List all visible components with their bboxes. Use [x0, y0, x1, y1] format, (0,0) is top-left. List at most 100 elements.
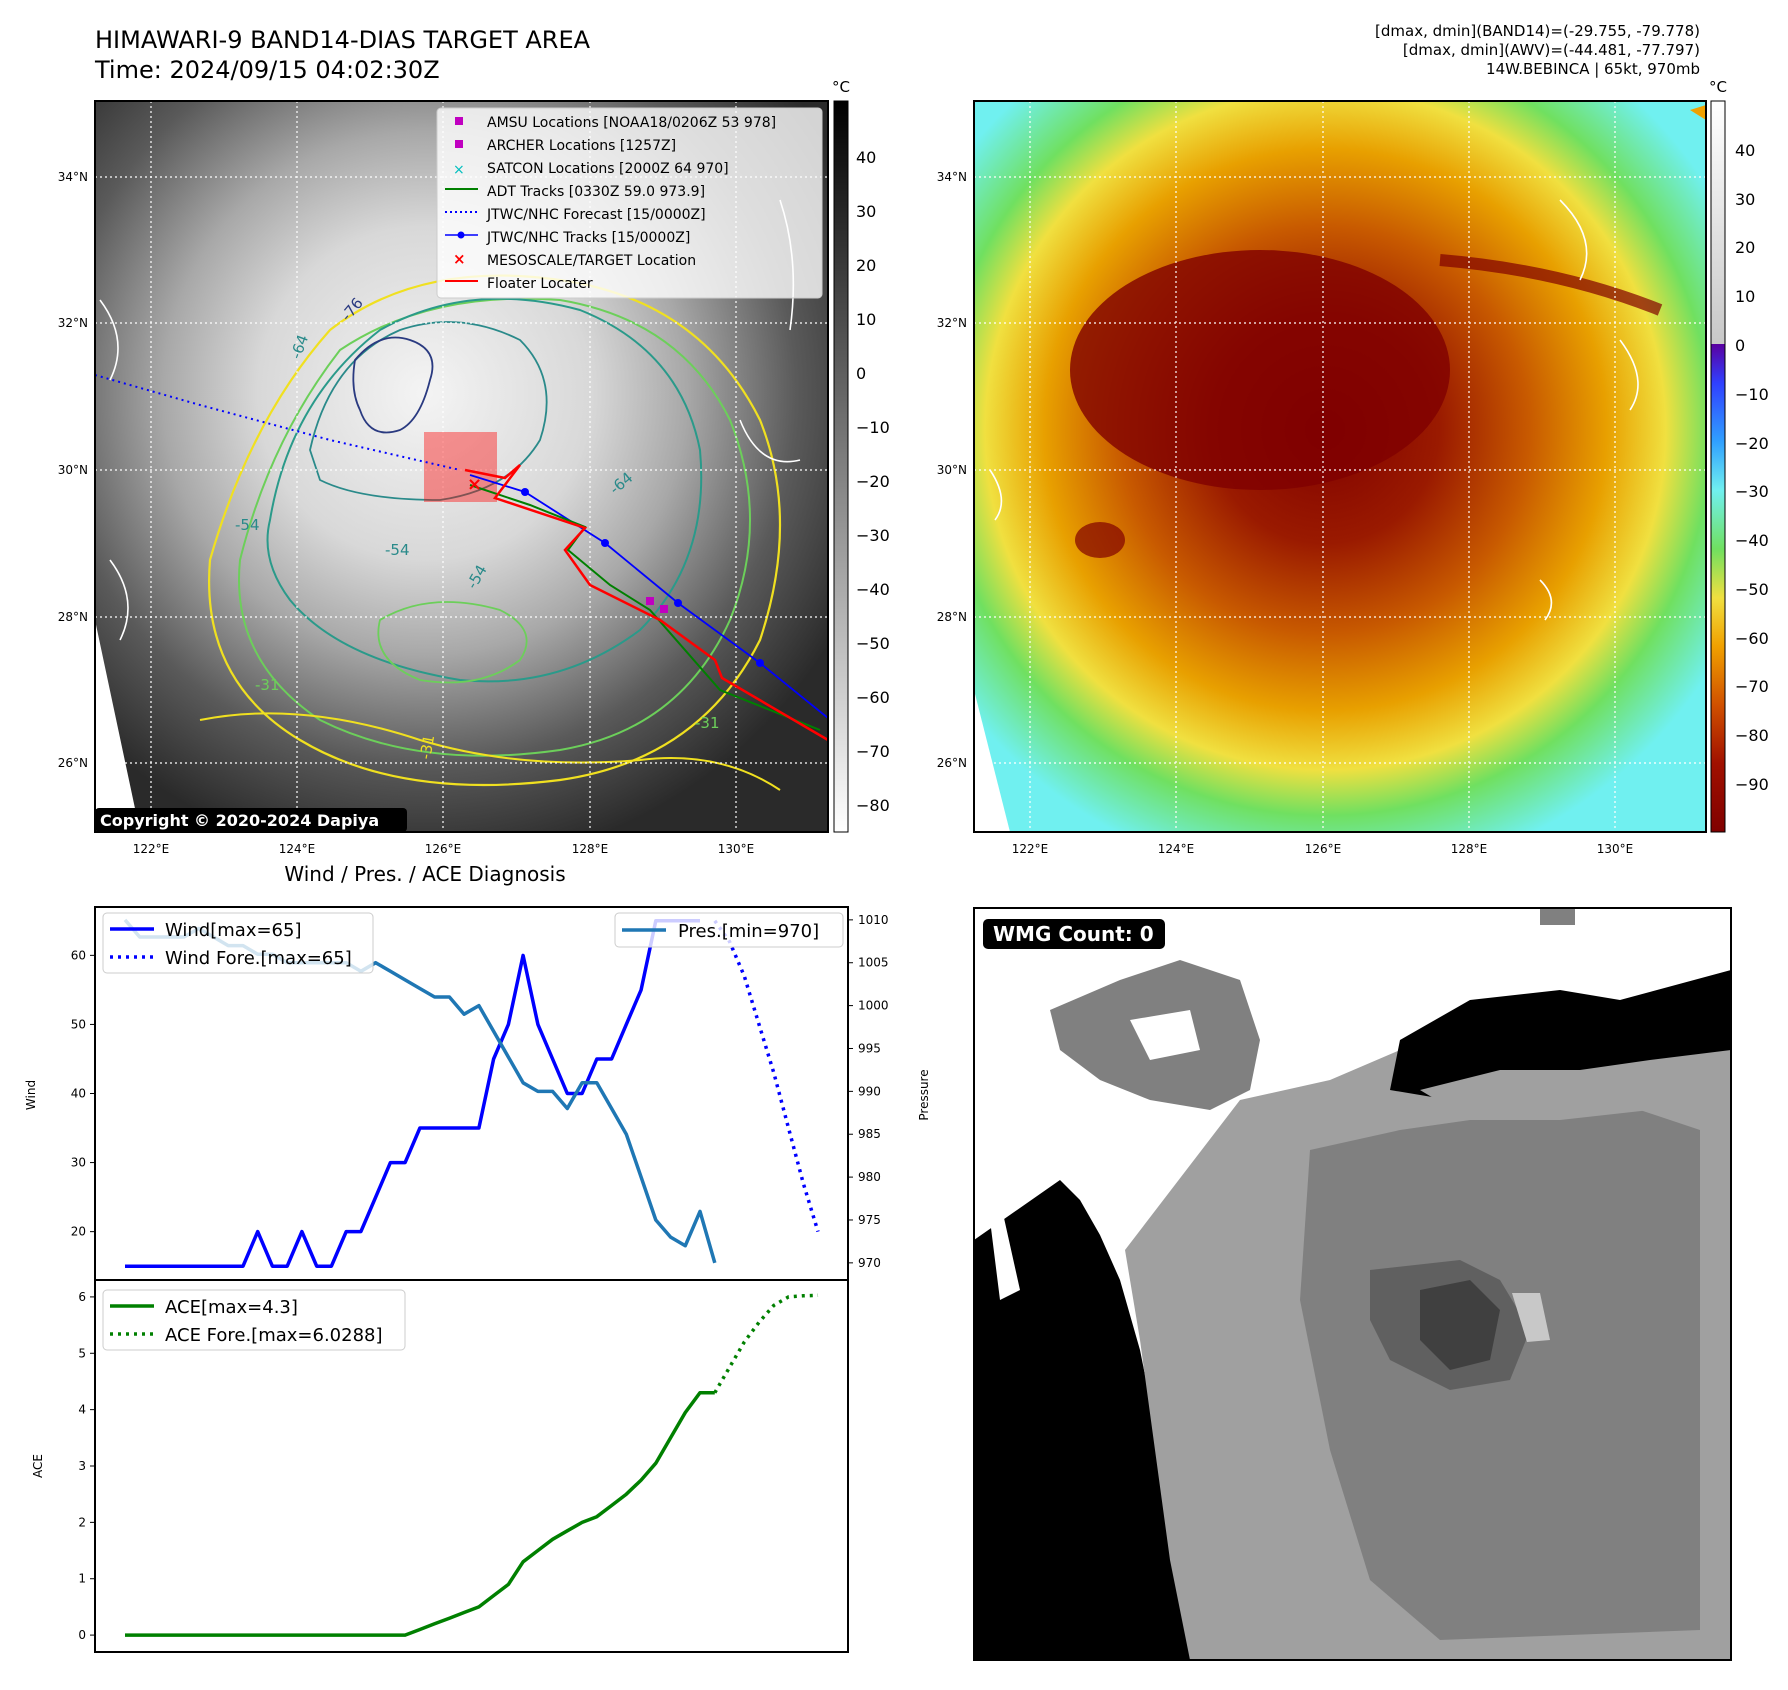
y-tick-label: 1005 — [858, 956, 889, 970]
svg-text:32°N: 32°N — [937, 316, 967, 330]
wv-colorbar: °C 40 30 20 10 0 −10 −20 −30 −40 −50 −60 −70 −… — [1709, 78, 1769, 833]
legend-archer: ARCHER Locations [1257Z] — [487, 138, 676, 154]
svg-text:30°N: 30°N — [58, 463, 88, 477]
svg-text:26°N: 26°N — [58, 756, 88, 770]
svg-text:−60: −60 — [856, 688, 890, 707]
ace-forecast-line — [713, 1293, 819, 1394]
svg-text:20: 20 — [1735, 238, 1755, 257]
svg-text:-54: -54 — [235, 516, 260, 534]
satcon-legend-icon: × — [453, 162, 465, 178]
svg-text:−50: −50 — [1735, 580, 1769, 599]
copyright-badge — [95, 808, 407, 832]
y-tick-label: 985 — [858, 1127, 881, 1141]
legend-satcon: SATCON Locations [2000Z 64 970] — [487, 161, 729, 177]
stats-awv: [dmax, dmin](AWV)=(-44.481, -77.797) — [1402, 41, 1700, 59]
y-tick-label: 4 — [78, 1403, 86, 1417]
wind-legend: Wind[max=65] Wind Fore.[max=65] — [102, 912, 374, 974]
svg-text:−50: −50 — [856, 634, 890, 653]
forecast-track — [95, 374, 461, 471]
pressure-legend: Pres.[min=970] — [614, 912, 844, 948]
y-tick-label: 990 — [858, 1084, 881, 1098]
floater-track — [464, 464, 828, 742]
svg-text:130°E: 130°E — [718, 842, 755, 856]
legend-jtwc: JTWC/NHC Tracks [15/0000Z] — [486, 230, 690, 246]
svg-text:32°N: 32°N — [58, 316, 88, 330]
wind-legend-text: Wind[max=65] — [165, 920, 302, 941]
svg-text:−60: −60 — [1735, 629, 1769, 648]
pressure-legend-text: Pres.[min=970] — [678, 921, 819, 942]
legend-floater: Floater Locater — [487, 276, 593, 292]
svg-text:−40: −40 — [856, 580, 890, 599]
jtwc-points — [521, 488, 764, 667]
svg-text:26°N: 26°N — [937, 756, 967, 770]
diagnosis-title: Wind / Pres. / ACE Diagnosis — [284, 862, 566, 886]
ace-axis-label: ACE — [31, 1454, 45, 1478]
legend-forecast: JTWC/NHC Forecast [15/0000Z] — [486, 207, 706, 223]
wind-forecast-line — [713, 919, 820, 1233]
svg-text:40: 40 — [856, 148, 876, 167]
wv-lat-labels: 34°N 32°N 30°N 28°N 26°N — [937, 170, 967, 770]
y-tick-label: 995 — [858, 1041, 881, 1055]
svg-text:128°E: 128°E — [572, 842, 609, 856]
target-marker: × — [467, 474, 482, 495]
wmg-badge — [983, 919, 1165, 949]
y-tick-label: 975 — [858, 1213, 881, 1227]
figure-time: Time: 2024/09/15 04:02:30Z — [95, 56, 440, 84]
svg-text:0: 0 — [856, 364, 866, 383]
ir-unit: °C — [832, 78, 850, 96]
svg-text:−20: −20 — [1735, 434, 1769, 453]
y-tick-label: 30 — [71, 1156, 86, 1170]
ir-colorbar-ticks: 40 30 20 10 0 −10 −20 −30 −40 −50 −60 −70 −80 — [856, 148, 890, 815]
wv-map-panel: 34°N32°N 30°N28°N 26°N 122°E 124°E 126°E 1… — [937, 100, 1707, 856]
svg-text:20: 20 — [856, 256, 876, 275]
ace-legend: ACE[max=4.3] ACE Fore.[max=6.0288] — [102, 1289, 406, 1351]
y-tick-label: 20 — [71, 1225, 86, 1239]
svg-text:40: 40 — [1735, 141, 1755, 160]
wv-colorbar-ticks: 40 30 20 10 0 −10 −20 −30 −40 −50 −60 −70 −80 −… — [1735, 141, 1769, 794]
svg-text:130°E: 130°E — [1597, 842, 1634, 856]
wind-line — [125, 919, 700, 1268]
mesoscale-box — [424, 432, 497, 502]
y-tick-label: 1010 — [858, 913, 889, 927]
svg-text:126°E: 126°E — [1305, 842, 1342, 856]
y-tick-label: 6 — [78, 1290, 86, 1304]
svg-text:122°E: 122°E — [133, 842, 170, 856]
ir-lat-labels: 34°N 32°N 30°N 28°N 26°N — [58, 170, 88, 770]
y-tick-label: 5 — [78, 1346, 86, 1360]
svg-text:-31: -31 — [255, 676, 280, 694]
svg-text:−70: −70 — [856, 742, 890, 761]
archer-legend-icon — [455, 140, 463, 148]
legend-adt: ADT Tracks [0330Z 59.0 973.9] — [487, 184, 705, 200]
svg-text:−30: −30 — [856, 526, 890, 545]
y-tick-label: 1000 — [858, 999, 889, 1013]
svg-text:30: 30 — [856, 202, 876, 221]
amsu-legend-icon — [455, 117, 463, 125]
svg-text:−80: −80 — [1735, 726, 1769, 745]
svg-text:126°E: 126°E — [425, 842, 462, 856]
svg-text:-54: -54 — [385, 541, 410, 559]
ace-line — [125, 1390, 715, 1637]
svg-text:128°E: 128°E — [1451, 842, 1488, 856]
stats-storm: 14W.BEBINCA | 65kt, 970mb — [1486, 60, 1700, 78]
svg-text:−40: −40 — [1735, 531, 1769, 550]
wv-gridlines — [974, 101, 1706, 832]
y-tick-label: 0 — [78, 1628, 86, 1642]
y-tick-label: 980 — [858, 1170, 881, 1184]
svg-text:-31: -31 — [695, 714, 720, 732]
svg-text:−20: −20 — [856, 472, 890, 491]
y-tick-label: 1 — [78, 1572, 86, 1586]
y-tick-label: 40 — [71, 1087, 86, 1101]
svg-text:34°N: 34°N — [58, 170, 88, 184]
y-tick-label: 60 — [71, 948, 86, 962]
adt-track — [469, 484, 821, 731]
figure-title: HIMAWARI-9 BAND14-DIAS TARGET AREA — [95, 26, 591, 54]
y-tick-label: 970 — [858, 1256, 881, 1270]
stats-block: [dmax, dmin](BAND14)=(-29.755, -79.778) … — [1375, 22, 1700, 79]
svg-text:−10: −10 — [1735, 385, 1769, 404]
ace-fore-legend-text: ACE Fore.[max=6.0288] — [165, 1325, 383, 1346]
svg-text:−90: −90 — [1735, 775, 1769, 794]
wv-lon-labels: 122°E 124°E 126°E 128°E 130°E — [1012, 842, 1634, 856]
jtwc-track — [469, 474, 828, 719]
svg-text:-31: -31 — [416, 733, 438, 760]
